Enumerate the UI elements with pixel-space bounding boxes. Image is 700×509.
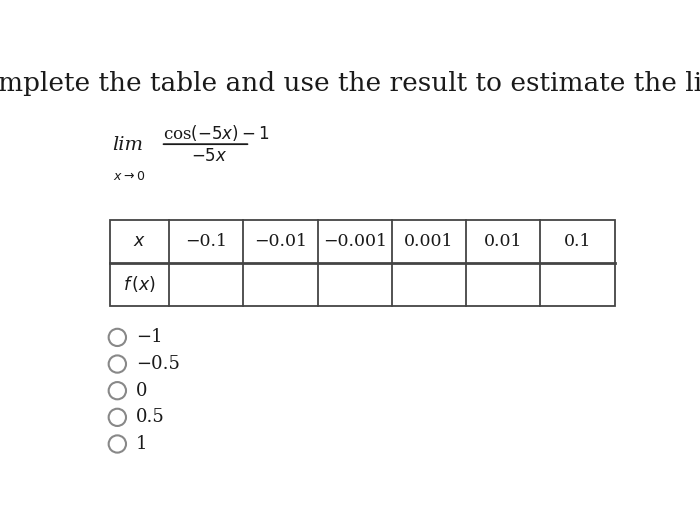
Text: −0.001: −0.001 <box>323 233 386 250</box>
Text: 0.5: 0.5 <box>136 408 164 427</box>
Bar <box>111 220 615 306</box>
Text: $x$: $x$ <box>133 233 146 250</box>
Text: lim: lim <box>112 136 143 154</box>
Text: −0.01: −0.01 <box>254 233 307 250</box>
Text: 0.1: 0.1 <box>564 233 592 250</box>
Text: $x \rightarrow 0$: $x \rightarrow 0$ <box>113 169 145 183</box>
Text: Complete the table and use the result to estimate the limit.: Complete the table and use the result to… <box>0 71 700 96</box>
Text: 0: 0 <box>136 382 147 400</box>
Text: 0.001: 0.001 <box>405 233 454 250</box>
Text: 0.01: 0.01 <box>484 233 523 250</box>
Text: 1: 1 <box>136 435 147 453</box>
Text: −0.1: −0.1 <box>185 233 227 250</box>
Text: $\mathregular{cos}(-5x)-1$: $\mathregular{cos}(-5x)-1$ <box>163 123 270 144</box>
Text: $f\/(x)$: $f\/(x)$ <box>123 274 156 295</box>
Text: −0.5: −0.5 <box>136 355 180 373</box>
Text: −1: −1 <box>136 328 162 347</box>
Text: $-5x$: $-5x$ <box>190 149 227 165</box>
